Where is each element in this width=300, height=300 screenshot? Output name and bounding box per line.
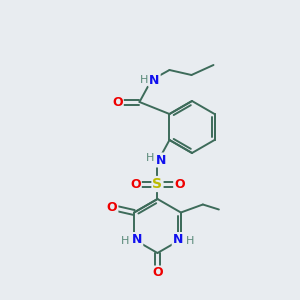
Text: O: O xyxy=(130,178,141,190)
Text: H: H xyxy=(140,75,149,85)
Text: O: O xyxy=(174,178,185,190)
Text: H: H xyxy=(186,236,194,247)
Text: O: O xyxy=(107,201,117,214)
Text: N: N xyxy=(132,233,142,246)
Text: H: H xyxy=(121,236,129,247)
Text: O: O xyxy=(152,266,163,280)
Text: N: N xyxy=(149,74,160,86)
Text: O: O xyxy=(112,95,123,109)
Text: N: N xyxy=(156,154,167,166)
Text: H: H xyxy=(146,153,155,163)
Text: N: N xyxy=(173,233,183,246)
Text: S: S xyxy=(152,177,163,191)
